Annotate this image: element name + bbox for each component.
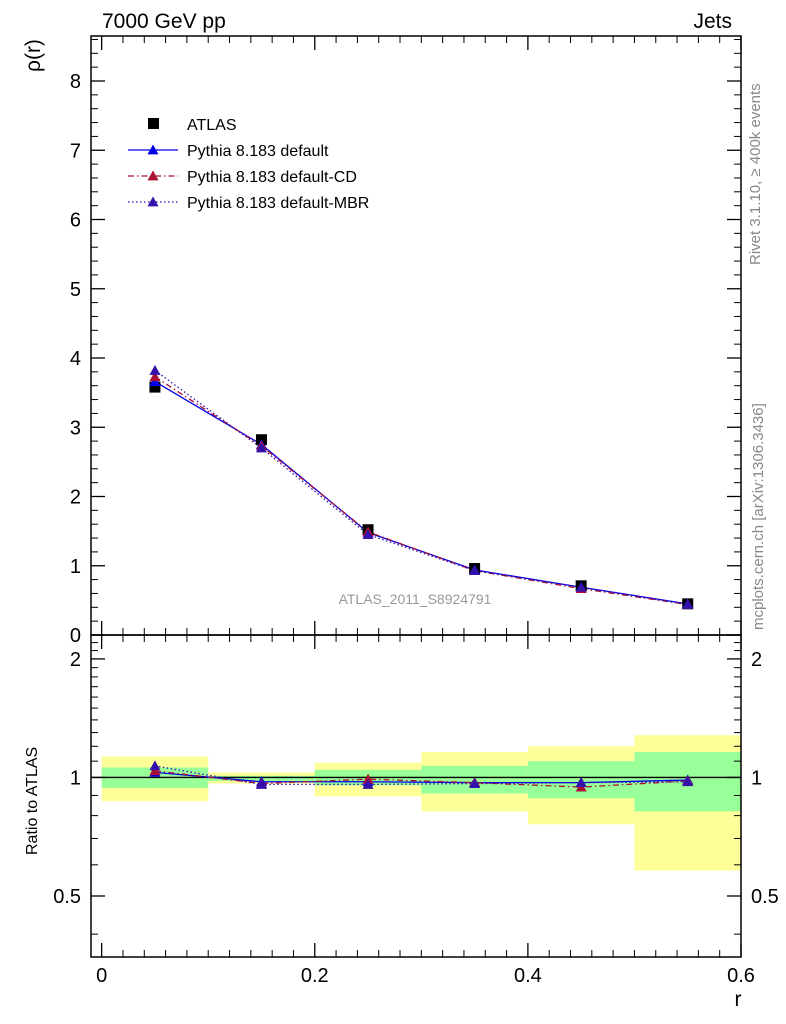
- data-point-pythia: [682, 599, 694, 609]
- x-tick-label: 0.6: [727, 965, 755, 987]
- data-point-pythia: [575, 581, 587, 592]
- x-tick-label: 0.2: [301, 965, 329, 987]
- ratio-y-tick-label-right: 1: [751, 767, 762, 789]
- main-series-line: [154, 380, 688, 605]
- main-y-tick-label: 0: [70, 625, 81, 647]
- data-point-pythia: [149, 364, 161, 375]
- legend-marker-pythia: [147, 170, 159, 181]
- ratio-plot-frame: [90, 634, 742, 958]
- data-point-atlas: [149, 381, 161, 393]
- x-axis-label: r: [735, 988, 742, 1011]
- data-point-pythia: [255, 442, 267, 453]
- ratio-data-point: [362, 773, 374, 784]
- legend-entry-label: ATLAS: [187, 117, 237, 134]
- ratio-plot-panel: 0.5 0.5 1 1 2 2 0 0.2 0.4 0.6 Ratio to ATLAS r: [24, 634, 779, 1011]
- main-series-line: [154, 369, 688, 606]
- main-y-tick-label: 6: [70, 210, 81, 232]
- data-point-pythia: [149, 371, 161, 382]
- ratio-data-point: [682, 776, 694, 787]
- main-series-line: [154, 376, 688, 606]
- legend-marker-atlas: [148, 118, 159, 129]
- legend-entry-label: Pythia 8.183 default-CD: [187, 169, 357, 186]
- main-y-tick-label: 2: [70, 487, 81, 509]
- legend-entry-label: Pythia 8.183 default: [187, 143, 329, 160]
- x-tick-label: 0.4: [514, 965, 542, 987]
- ratio-data-point: [362, 778, 374, 789]
- ratio-y-tick-label-right: 2: [751, 649, 762, 671]
- main-y-tick-label: 5: [70, 279, 81, 301]
- main-y-tick-label: 8: [70, 71, 81, 93]
- main-y-axis-label: ρ(r): [22, 39, 45, 72]
- header-right-label: Jets: [693, 10, 732, 33]
- analysis-watermark: ATLAS_2011_S8924791: [339, 591, 492, 607]
- header-left-label: 7000 GeV pp: [102, 10, 226, 33]
- legend-marker-pythia: [147, 144, 159, 155]
- main-y-tick-label: 1: [70, 556, 81, 578]
- data-point-pythia: [469, 565, 481, 575]
- legend: ATLAS Pythia 8.183 default Pythia 8.183 de…: [128, 117, 369, 212]
- rivet-info-label: Rivet 3.1.10, ≥ 400k events: [747, 83, 764, 265]
- legend-marker-pythia: [147, 196, 159, 207]
- ratio-y-tick-label: 0.5: [53, 886, 81, 908]
- ratio-data-point: [149, 760, 161, 771]
- ratio-data-point: [575, 777, 587, 788]
- ratio-series-line: [154, 771, 688, 784]
- mcplots-info-label: mcplots.cern.ch [arXiv:1306.3436]: [750, 403, 767, 630]
- main-y-tick-label: 4: [70, 348, 81, 370]
- x-tick-label: 0: [96, 965, 107, 987]
- ratio-y-tick-label: 2: [70, 649, 81, 671]
- ratio-data-point: [255, 778, 267, 789]
- legend-entry-label: Pythia 8.183 default-MBR: [187, 195, 369, 212]
- ratio-y-tick-label: 1: [70, 767, 81, 789]
- main-y-tick-label: 7: [70, 140, 81, 162]
- ratio-data-point: [469, 778, 481, 788]
- main-plot-panel: ATLAS_2011_S8924791 0 1 2 3 4 5 6 7 8 ρ(r) ATLAS…: [22, 35, 742, 647]
- ratio-y-tick-label-right: 0.5: [751, 886, 779, 908]
- ratio-y-axis-label: Ratio to ATLAS: [24, 747, 41, 855]
- data-point-pythia: [362, 529, 374, 539]
- main-y-tick-label: 3: [70, 417, 81, 439]
